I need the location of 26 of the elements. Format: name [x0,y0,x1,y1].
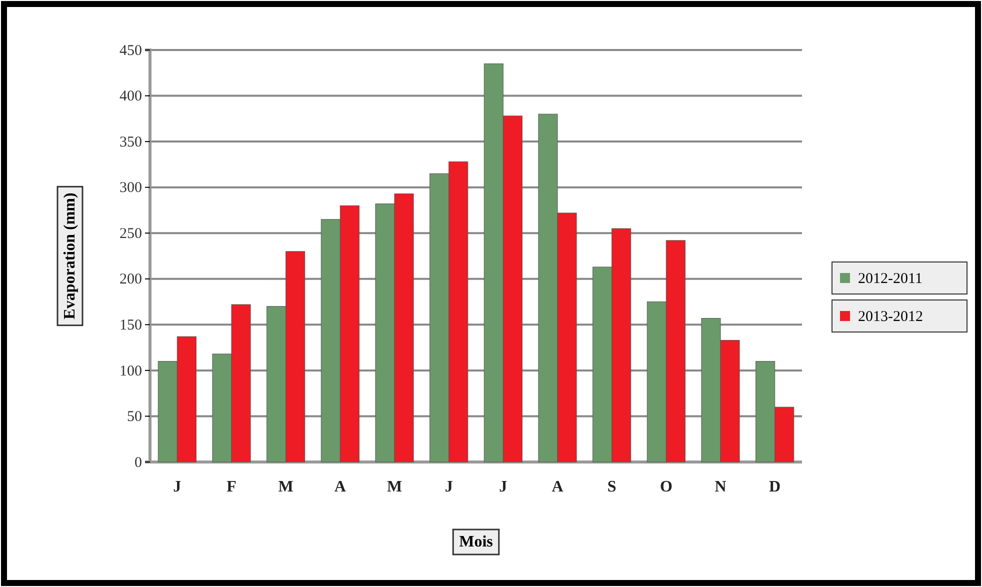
y-tick-label: 50 [127,409,142,426]
x-tick-label: N [714,478,727,496]
y-tick-label: 350 [120,134,142,150]
x-tick-label: J [444,478,453,496]
legend-label: 2012-2011 [858,271,922,287]
y-tick-label: 0 [134,454,142,471]
x-tick-label: J [173,478,182,496]
x-tick-label: M [278,478,294,496]
x-tick-label: D [769,478,781,496]
legend-label: 2013-2012 [858,309,923,325]
x-axis-title: Mois [459,534,493,550]
x-tick-label: O [660,478,672,496]
y-tick-label: 450 [120,42,142,59]
y-axis-title: Evaporation (mm) [62,192,78,320]
x-tick-label: F [226,478,237,496]
y-tick-label: 200 [120,272,142,288]
y-tick-label: 250 [120,226,142,242]
y-tick-label: 150 [120,317,142,334]
x-tick-label: A [334,478,346,496]
y-tick-label: 400 [120,88,142,105]
y-tick-label: 100 [120,363,142,380]
x-tick-label: A [552,478,564,496]
x-tick-label: S [607,478,616,496]
x-tick-label: J [499,478,508,496]
x-tick-label: M [386,478,402,496]
y-tick-label: 300 [120,180,142,196]
